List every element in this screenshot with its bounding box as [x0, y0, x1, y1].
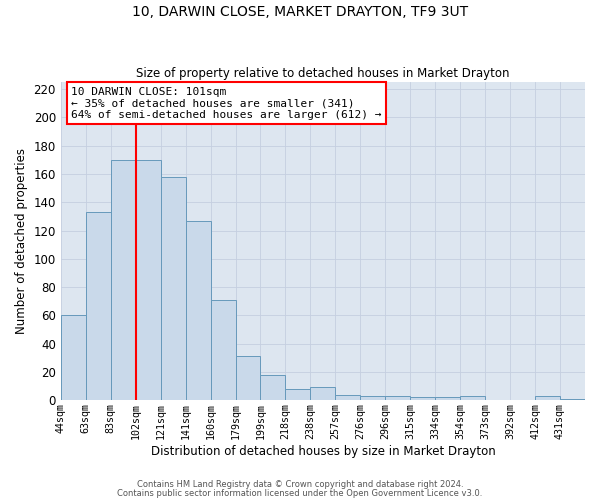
Bar — [460, 396, 485, 400]
Bar — [435, 398, 460, 400]
Bar — [136, 160, 161, 400]
Bar — [535, 396, 560, 400]
Bar — [310, 388, 335, 400]
Bar — [560, 399, 585, 400]
Bar — [385, 396, 410, 400]
Bar — [111, 160, 136, 400]
Bar — [185, 220, 211, 400]
X-axis label: Distribution of detached houses by size in Market Drayton: Distribution of detached houses by size … — [151, 444, 495, 458]
Text: Contains HM Land Registry data © Crown copyright and database right 2024.: Contains HM Land Registry data © Crown c… — [137, 480, 463, 489]
Bar — [286, 389, 310, 400]
Bar — [260, 374, 286, 400]
Text: 10 DARWIN CLOSE: 101sqm
← 35% of detached houses are smaller (341)
64% of semi-d: 10 DARWIN CLOSE: 101sqm ← 35% of detache… — [71, 87, 382, 120]
Text: 10, DARWIN CLOSE, MARKET DRAYTON, TF9 3UT: 10, DARWIN CLOSE, MARKET DRAYTON, TF9 3U… — [132, 5, 468, 19]
Bar — [335, 394, 361, 400]
Bar — [410, 398, 435, 400]
Bar — [86, 212, 111, 400]
Bar — [61, 316, 86, 400]
Text: Contains public sector information licensed under the Open Government Licence v3: Contains public sector information licen… — [118, 489, 482, 498]
Bar — [361, 396, 385, 400]
Title: Size of property relative to detached houses in Market Drayton: Size of property relative to detached ho… — [136, 66, 509, 80]
Bar — [211, 300, 236, 400]
Bar — [236, 356, 260, 400]
Y-axis label: Number of detached properties: Number of detached properties — [15, 148, 28, 334]
Bar — [161, 177, 185, 400]
